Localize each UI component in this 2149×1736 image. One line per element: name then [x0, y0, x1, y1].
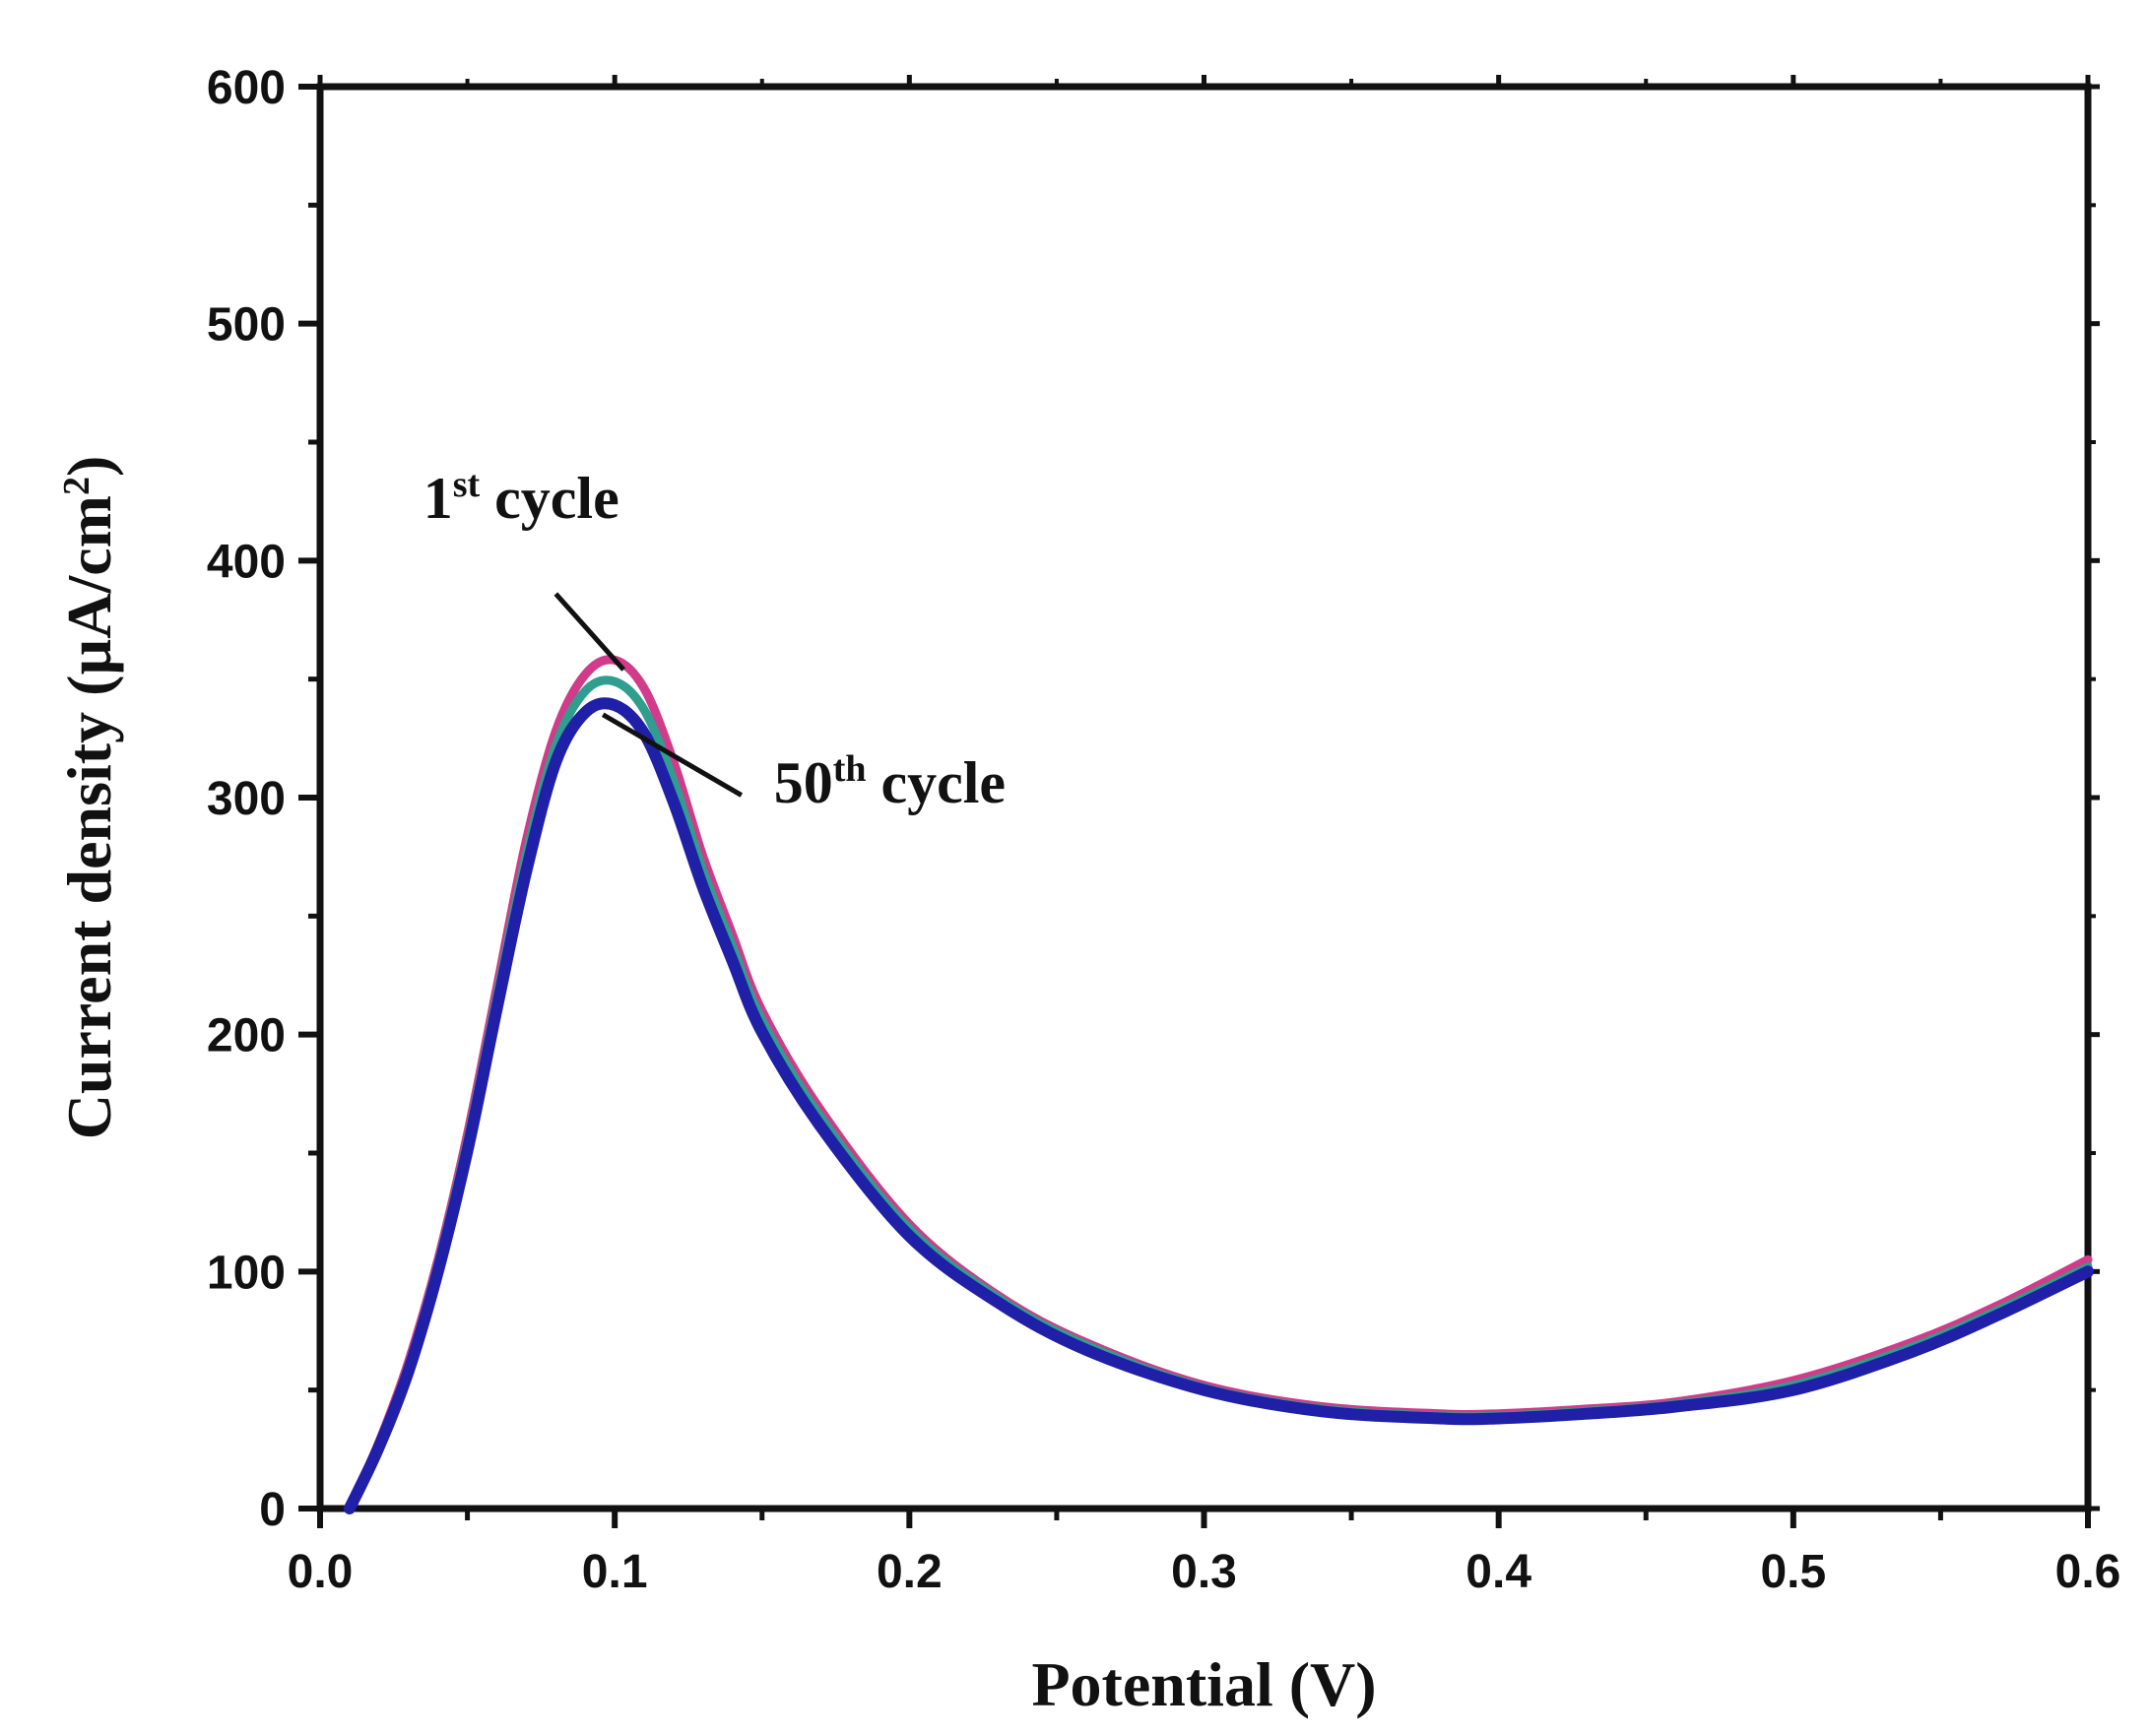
x-tick-label: 0.6 — [2055, 1546, 2121, 1598]
x-axis-title: Potential (V) — [1031, 1649, 1376, 1719]
first-cycle-word: cycle — [480, 466, 619, 531]
y-tick-label: 300 — [207, 773, 286, 825]
x-tick-label: 0.2 — [877, 1546, 943, 1598]
fiftieth-cycle-suffix: th — [833, 748, 867, 790]
axis-ticks: 0.0 0.1 0.2 0.3 0.4 0.5 0.6 0 100 200 300 400 500 600 — [207, 62, 2120, 1598]
series-layer — [343, 655, 2094, 1514]
y-tick-label: 0 — [259, 1484, 286, 1536]
fiftieth-cycle-word: cycle — [867, 750, 1007, 815]
first-cycle-pointer-line — [554, 592, 626, 672]
y-axis-title: Current density (µA/cm2) — [54, 456, 124, 1140]
y-tick-label: 600 — [207, 62, 286, 114]
fiftieth-cycle-number: 50 — [774, 750, 833, 815]
first-cycle-label: 1st cycle — [423, 464, 619, 531]
x-tick-label: 0.5 — [1760, 1546, 1826, 1598]
first-cycle-suffix: st — [453, 464, 481, 505]
x-tick-label: 0.4 — [1465, 1546, 1531, 1598]
series-line — [343, 697, 2094, 1514]
y-tick-label: 400 — [207, 536, 286, 588]
plot-frame — [316, 83, 2092, 1512]
y-axis-title-sup: 2 — [56, 477, 98, 495]
y-tick-label: 100 — [207, 1247, 286, 1299]
annotations: 1st cycle 50th cycle — [423, 464, 1006, 815]
x-tick-label: 0.3 — [1171, 1546, 1237, 1598]
y-tick-label: 200 — [207, 1010, 286, 1062]
x-tick-label: 0.0 — [288, 1546, 354, 1598]
first-cycle-number: 1 — [423, 466, 453, 531]
fiftieth-cycle-pointer-line — [601, 712, 744, 798]
fiftieth-cycle-label: 50th cycle — [774, 748, 1006, 815]
x-tick-label: 0.1 — [582, 1546, 648, 1598]
y-tick-label: 500 — [207, 299, 286, 352]
y-axis-title-main: Current density (µA/cm — [54, 495, 124, 1139]
y-axis-title-close: ) — [54, 456, 124, 477]
